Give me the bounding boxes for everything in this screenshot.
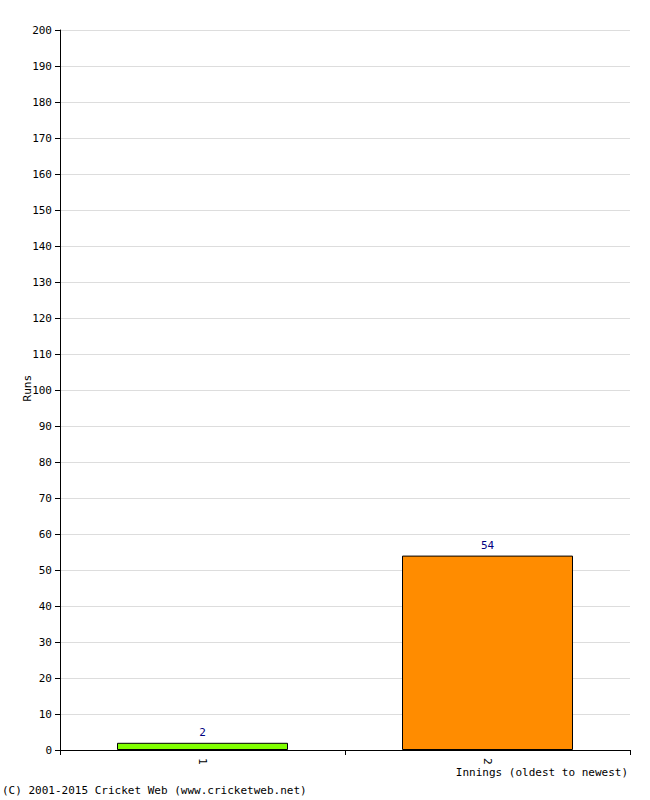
- svg-text:2: 2: [199, 726, 206, 739]
- svg-text:120: 120: [32, 312, 52, 325]
- svg-text:60: 60: [39, 528, 52, 541]
- svg-text:190: 190: [32, 60, 52, 73]
- svg-text:140: 140: [32, 240, 52, 253]
- svg-text:10: 10: [39, 708, 52, 721]
- svg-text:Innings (oldest to newest): Innings (oldest to newest): [456, 766, 628, 779]
- svg-text:50: 50: [39, 564, 52, 577]
- svg-text:180: 180: [32, 96, 52, 109]
- svg-text:54: 54: [481, 539, 495, 552]
- svg-text:90: 90: [39, 420, 52, 433]
- svg-text:30: 30: [39, 636, 52, 649]
- svg-text:160: 160: [32, 168, 52, 181]
- svg-text:110: 110: [32, 348, 52, 361]
- svg-text:130: 130: [32, 276, 52, 289]
- svg-text:0: 0: [45, 744, 52, 757]
- svg-text:(C) 2001-2015 Cricket Web (www: (C) 2001-2015 Cricket Web (www.cricketwe…: [2, 784, 307, 797]
- svg-text:150: 150: [32, 204, 52, 217]
- svg-text:20: 20: [39, 672, 52, 685]
- svg-text:Runs: Runs: [21, 375, 34, 402]
- svg-text:70: 70: [39, 492, 52, 505]
- svg-text:1: 1: [196, 758, 209, 765]
- svg-text:40: 40: [39, 600, 52, 613]
- svg-text:200: 200: [32, 24, 52, 37]
- svg-text:2: 2: [481, 758, 494, 765]
- svg-text:80: 80: [39, 456, 52, 469]
- svg-text:170: 170: [32, 132, 52, 145]
- svg-text:100: 100: [32, 384, 52, 397]
